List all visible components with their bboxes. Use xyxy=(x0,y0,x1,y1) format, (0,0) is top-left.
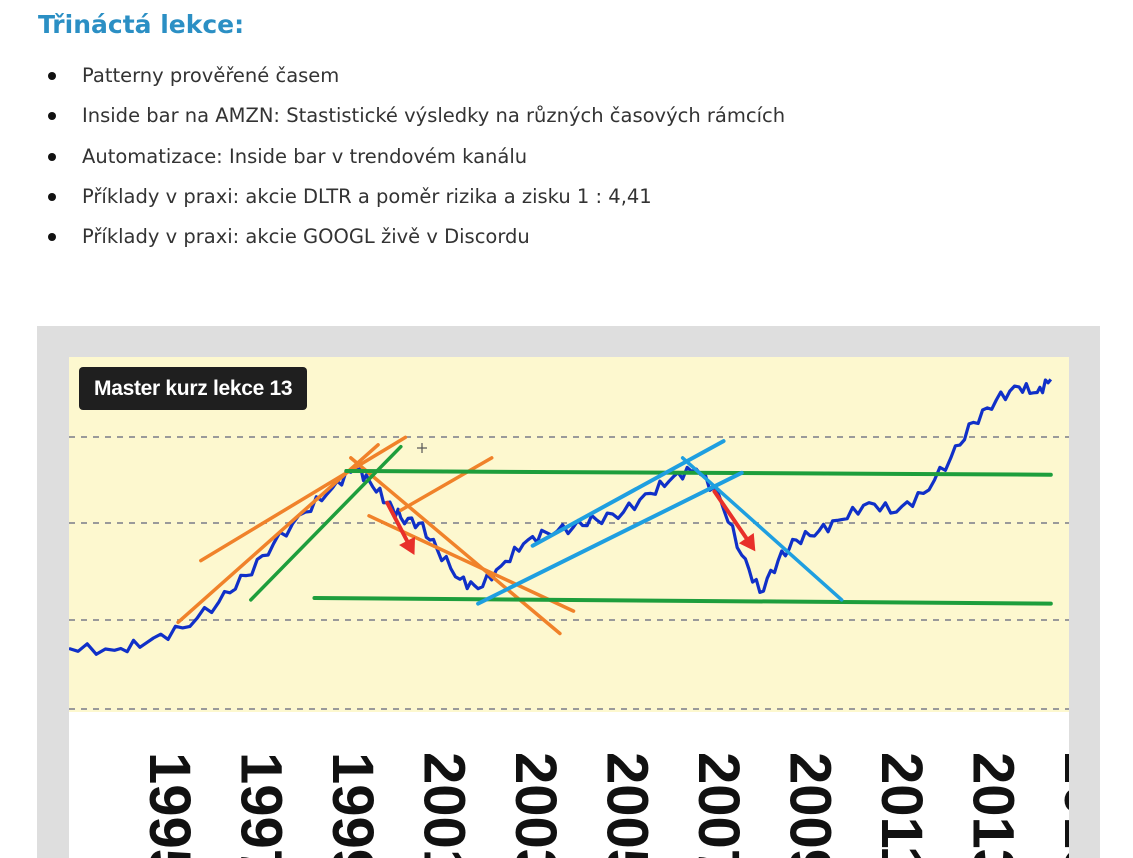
gridlines xyxy=(69,436,1069,710)
x-tick-label: 2015 xyxy=(1052,752,1069,858)
bullet-icon xyxy=(48,233,56,242)
x-axis-ticks: 1995 1997 1999 2001 2003 2005 2007 2009 2011 2013… xyxy=(137,752,1069,858)
topic-text: Inside bar na AMZN: Stastistické výsledk… xyxy=(82,104,786,128)
blue-channel-up-line xyxy=(530,439,726,548)
topic-item: Inside bar na AMZN: Stastistické výsledk… xyxy=(48,98,785,138)
orange-channel-up-line xyxy=(199,435,408,563)
x-tick-label: 2011 xyxy=(869,752,934,858)
lesson-topics-list: Patterny prověřené časem Inside bar na A… xyxy=(48,58,785,259)
red-arrow-shaft xyxy=(712,489,749,541)
topic-text: Patterny prověřené časem xyxy=(82,64,340,87)
bullet-icon xyxy=(48,112,56,121)
red-arrow-head xyxy=(738,533,756,552)
x-tick-label: 2007 xyxy=(686,752,751,858)
x-tick-label: 2009 xyxy=(778,752,843,858)
topic-text: Automatizace: Inside bar v trendovém kan… xyxy=(82,144,528,168)
x-tick-label: 2003 xyxy=(503,752,568,858)
orange-channel-down-line xyxy=(349,456,562,636)
topic-item: Patterny prověřené časem xyxy=(48,58,785,98)
cursor-crosshair-icon xyxy=(417,443,427,453)
blue-channel-down-line xyxy=(680,456,844,602)
axis-background xyxy=(69,712,1069,858)
bullet-icon xyxy=(48,72,56,80)
bullet-icon xyxy=(48,192,56,201)
red-arrow-head xyxy=(399,536,416,556)
x-tick-label: 1997 xyxy=(229,752,294,858)
lesson-badge: Master kurz lekce 13 xyxy=(79,367,308,410)
topic-text: Příklady v praxi: akcie DLTR a poměr riz… xyxy=(82,184,652,208)
red-arrow-shaft xyxy=(385,500,410,543)
green-horizontal-line xyxy=(312,596,1053,606)
price-chart: 1995 1997 1999 2001 2003 2005 2007 2009 2011 2013… xyxy=(69,357,1069,858)
x-tick-label: 2001 xyxy=(412,752,477,858)
topic-item: Příklady v praxi: akcie GOOGL živě v Dis… xyxy=(48,219,785,259)
orange-line-extra-line xyxy=(399,456,494,512)
x-tick-label: 1995 xyxy=(137,752,202,858)
lesson-title: Třináctá lekce: xyxy=(38,10,245,39)
x-tick-label: 2005 xyxy=(595,752,660,858)
topic-text: Příklady v praxi: akcie GOOGL živě v Dis… xyxy=(82,225,530,249)
trend-annotations xyxy=(176,435,1053,636)
x-tick-label: 1999 xyxy=(320,752,385,858)
topic-item: Příklady v praxi: akcie DLTR a poměr riz… xyxy=(48,179,785,219)
video-player[interactable]: 1995 1997 1999 2001 2003 2005 2007 2009 2011 2013… xyxy=(37,326,1100,858)
bullet-icon xyxy=(48,152,56,161)
topic-item: Automatizace: Inside bar v trendovém kan… xyxy=(48,139,785,179)
x-tick-label: 2013 xyxy=(961,752,1026,858)
blue-channel-up-line xyxy=(476,470,744,606)
